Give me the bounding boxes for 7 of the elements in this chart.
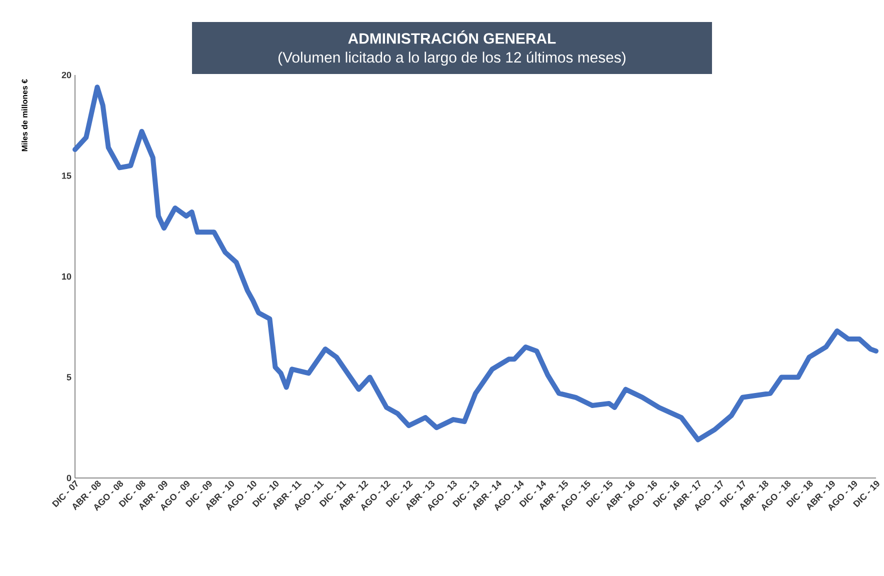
y-tick-label: 5 xyxy=(66,374,72,380)
y-tick-label: 15 xyxy=(62,172,72,179)
y-tick-label: 0 xyxy=(66,474,72,482)
chart-title: ADMINISTRACIÓN GENERAL xyxy=(348,30,556,44)
y-tick-label: 20 xyxy=(62,72,72,78)
chart-subtitle: (Volumen licitado a lo largo de los 12 últimos meses) xyxy=(278,52,626,66)
y-tick-label: 10 xyxy=(62,273,72,280)
